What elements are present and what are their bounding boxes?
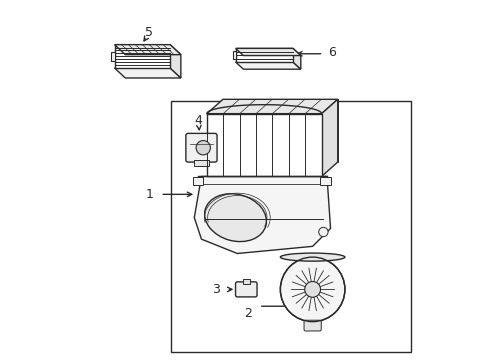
Bar xyxy=(192,177,203,185)
FancyBboxPatch shape xyxy=(235,282,257,297)
Bar xyxy=(171,101,410,352)
Polygon shape xyxy=(206,99,337,114)
Polygon shape xyxy=(206,114,321,176)
Polygon shape xyxy=(114,45,181,55)
Polygon shape xyxy=(235,48,292,62)
Polygon shape xyxy=(114,68,181,78)
Ellipse shape xyxy=(204,194,266,242)
Text: 4: 4 xyxy=(194,114,202,127)
Text: 3: 3 xyxy=(211,283,219,296)
Circle shape xyxy=(280,257,344,321)
Text: 5: 5 xyxy=(144,27,152,40)
Polygon shape xyxy=(194,176,330,253)
Circle shape xyxy=(318,227,327,237)
Bar xyxy=(319,177,330,185)
Polygon shape xyxy=(232,51,235,59)
Bar xyxy=(194,160,208,166)
Bar xyxy=(242,279,249,284)
Polygon shape xyxy=(170,45,181,78)
Polygon shape xyxy=(235,62,300,69)
Text: 2: 2 xyxy=(244,307,251,320)
Circle shape xyxy=(196,140,210,155)
Ellipse shape xyxy=(280,253,344,261)
Polygon shape xyxy=(114,45,170,68)
Polygon shape xyxy=(321,99,337,176)
Polygon shape xyxy=(292,48,300,69)
FancyBboxPatch shape xyxy=(304,320,321,331)
Text: 6: 6 xyxy=(328,46,336,59)
FancyBboxPatch shape xyxy=(185,134,217,162)
Polygon shape xyxy=(223,99,337,162)
Polygon shape xyxy=(235,48,300,55)
Circle shape xyxy=(304,282,320,297)
Polygon shape xyxy=(111,51,114,61)
Text: 1: 1 xyxy=(145,188,153,201)
